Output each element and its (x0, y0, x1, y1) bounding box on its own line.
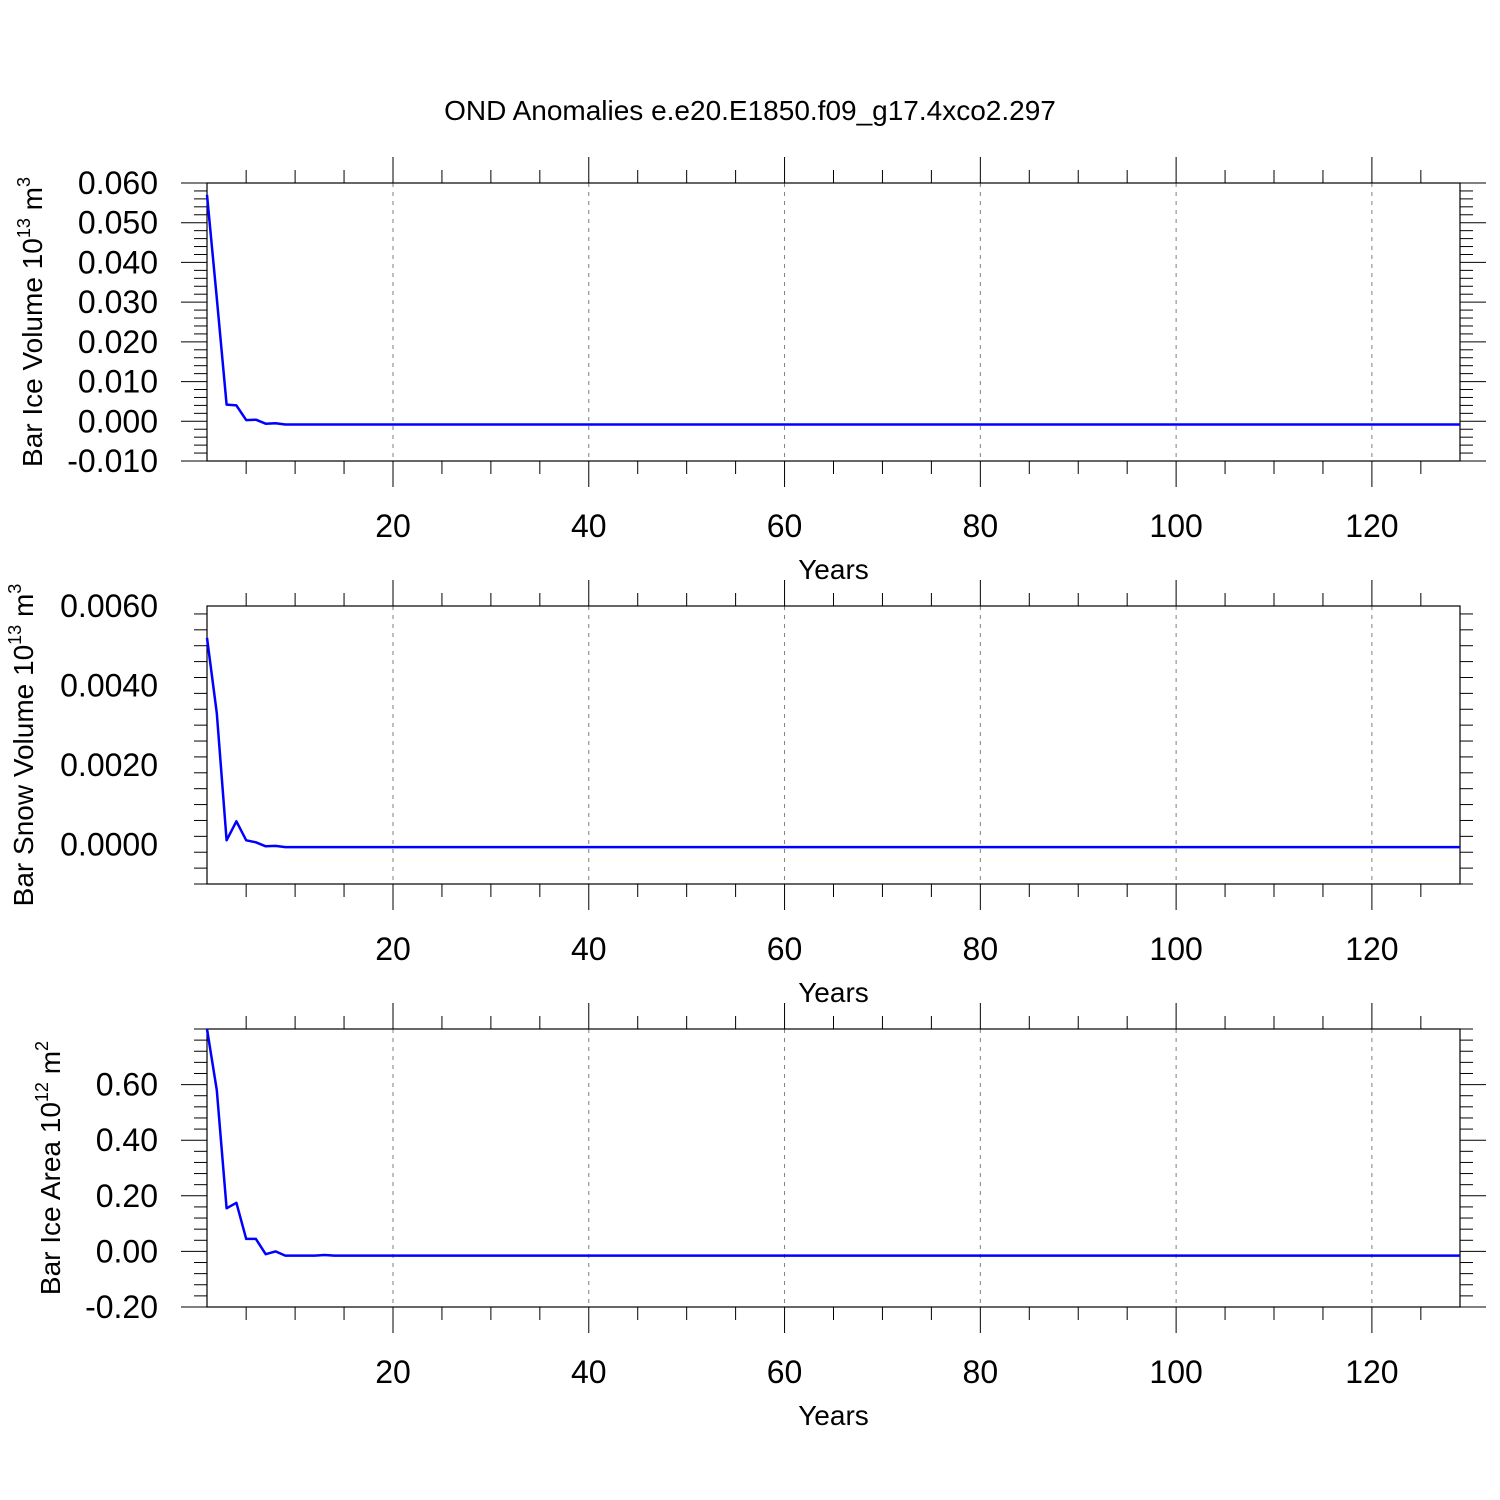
y-tick-label: 0.010 (78, 364, 158, 400)
y-tick-label: 0.00 (96, 1233, 158, 1269)
y-tick-label: -0.010 (67, 443, 158, 479)
x-tick-label: 120 (1345, 1354, 1398, 1390)
panel-3: -0.20 0.00 0.20 0.40 0.60 20 40 60 80 100 120 Years… (32, 1003, 1486, 1431)
x-axis-label: Years (798, 1400, 869, 1431)
x-axis-label: Years (798, 977, 869, 1008)
x-tick-label: 120 (1345, 931, 1398, 967)
plot-frame (206, 182, 1461, 462)
x-tick-label: 60 (767, 1354, 803, 1390)
x-tick-label: 40 (571, 1354, 607, 1390)
x-tick-label: 100 (1149, 931, 1202, 967)
plot-frame (206, 605, 1461, 885)
x-tick-label: 20 (375, 931, 411, 967)
y-tick-label: 0.040 (78, 244, 158, 280)
x-tick-label: 100 (1149, 508, 1202, 544)
x-axis-label: Years (798, 554, 869, 585)
series-line (205, 1028, 1460, 1257)
x-tick-label: 100 (1149, 1354, 1202, 1390)
y-tick-label: 0.0040 (60, 667, 158, 703)
x-tick-label: 80 (963, 508, 999, 544)
y-tick-label: 0.050 (78, 205, 158, 241)
plot-frame (206, 1028, 1461, 1308)
y-axis-label: Bar Ice Area 1012 m2 (32, 1041, 66, 1295)
y-axis-label: Bar Ice Volume 1013 m3 (14, 177, 48, 467)
x-tick-label: 20 (375, 508, 411, 544)
x-tick-label: 80 (963, 1354, 999, 1390)
x-tick-label: 40 (571, 931, 607, 967)
x-tick-label: 40 (571, 508, 607, 544)
y-tick-label: 0.060 (78, 165, 158, 201)
x-tick-label: 20 (375, 1354, 411, 1390)
y-tick-label: 0.020 (78, 324, 158, 360)
y-tick-label: 0.60 (96, 1067, 158, 1103)
figure-title: OND Anomalies e.e20.E1850.f09_g17.4xco2.… (444, 95, 1056, 126)
x-tick-label: 60 (767, 508, 803, 544)
y-tick-label: 0.0000 (60, 826, 158, 862)
y-tick-label: 0.030 (78, 284, 158, 320)
y-tick-label: -0.20 (85, 1289, 158, 1325)
y-axis-label: Bar Snow Volume 1013 m3 (5, 584, 39, 907)
x-tick-label: 80 (963, 931, 999, 967)
y-tick-label: 0.000 (78, 403, 158, 439)
y-tick-label: 0.0020 (60, 747, 158, 783)
x-tick-label: 120 (1345, 508, 1398, 544)
series-line (205, 194, 1460, 426)
y-tick-label: 0.20 (96, 1178, 158, 1214)
x-tick-label: 60 (767, 931, 803, 967)
y-tick-label: 0.0060 (60, 588, 158, 624)
y-tick-label: 0.40 (96, 1122, 158, 1158)
panel-2: 0.0000 0.0020 0.0040 0.0060 20 40 60 80 100 120 Ye… (5, 580, 1473, 1008)
series-line (205, 637, 1460, 849)
